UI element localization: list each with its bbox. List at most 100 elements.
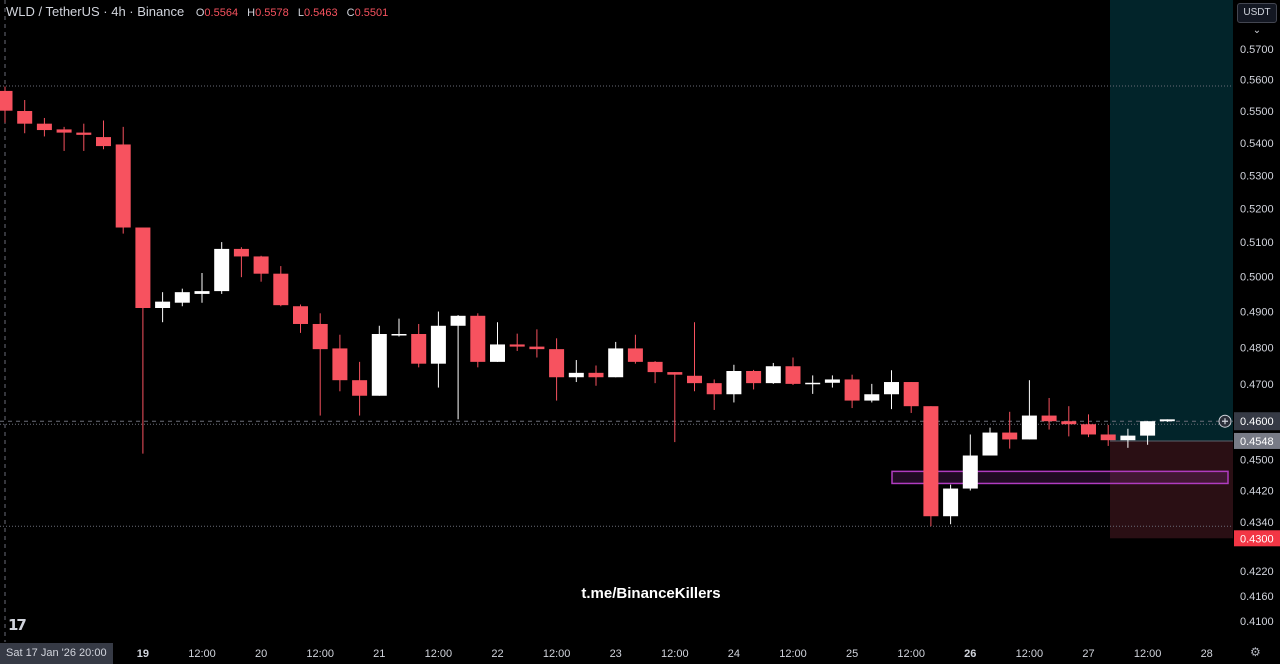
candle-body: [627, 348, 643, 362]
time-tick-label: 12:00: [661, 648, 689, 660]
candle-body: [1140, 421, 1156, 436]
close-value: 0.5501: [354, 7, 389, 19]
symbol-legend: WLD / TetherUS · 4h · Binance O0.5564 H0…: [6, 4, 394, 19]
price-tick-label: 0.5000: [1240, 271, 1274, 283]
stop-price-label: 0.4300: [1240, 533, 1274, 545]
time-tick-label: 12:00: [425, 648, 453, 660]
entry-price-label: 0.4548: [1240, 436, 1274, 448]
target-zone: [1110, 0, 1233, 441]
candle-body: [962, 455, 978, 489]
candle-body: [430, 325, 446, 364]
price-tick-label: 0.4500: [1240, 454, 1274, 466]
price-tick-label: 0.5200: [1240, 203, 1274, 215]
candle-body: [982, 432, 998, 456]
crosshair-price-bg: [1234, 412, 1280, 431]
plus-icon-glyph: [1222, 418, 1228, 425]
candle-body: [785, 366, 801, 384]
time-tick-label: 12:00: [779, 648, 807, 660]
price-tick-label: 0.4800: [1240, 342, 1274, 354]
time-tick-label: 12:00: [306, 648, 334, 660]
candle-body: [115, 144, 131, 228]
candle-body: [56, 129, 72, 133]
candle-body: [746, 371, 762, 384]
watermark-text: t.me/BinanceKillers: [581, 585, 721, 602]
candle-body: [0, 90, 13, 111]
candle-body: [253, 256, 269, 274]
candle-body: [943, 488, 959, 517]
time-tick-label: 23: [610, 648, 622, 660]
candle-body: [174, 292, 190, 303]
price-tick-label: 0.4160: [1240, 591, 1274, 603]
time-tick-label: 12:00: [543, 648, 571, 660]
gear-icon[interactable]: ⚙: [1250, 645, 1261, 659]
candle-body: [293, 306, 308, 324]
low-value: 0.5463: [303, 7, 338, 19]
candle-body: [332, 348, 348, 381]
candle-body: [194, 291, 210, 294]
price-tick-label: 0.5400: [1240, 138, 1274, 150]
crosshair-time-label: Sat 17 Jan '26 20:00: [0, 643, 113, 664]
price-tick-label: 0.5700: [1240, 44, 1274, 56]
time-tick-label: 12:00: [188, 648, 216, 660]
price-tick-label: 0.5100: [1240, 237, 1274, 249]
candle-body: [903, 382, 919, 407]
candle-body: [549, 349, 565, 378]
candle-body: [687, 375, 702, 384]
time-tick-label: 19: [137, 648, 149, 660]
time-tick-label: 22: [491, 648, 503, 660]
price-tick-label: 0.4420: [1240, 486, 1274, 498]
price-tick-label: 0.4900: [1240, 307, 1274, 319]
stop-price-bg: [1234, 530, 1280, 547]
tradingview-logo[interactable]: 𝟭𝟳: [8, 617, 27, 634]
price-tick-label: 0.4220: [1240, 566, 1274, 578]
candle-body: [411, 334, 427, 364]
time-tick-label: 24: [728, 648, 740, 660]
candle-body: [608, 348, 624, 378]
candle-body: [273, 273, 289, 306]
candle-body: [568, 372, 584, 378]
candle-body: [509, 344, 525, 347]
price-tick-label: 0.4340: [1240, 517, 1274, 529]
candle-body: [155, 301, 171, 308]
time-tick-label: 25: [846, 648, 858, 660]
price-tick-label: 0.5300: [1240, 170, 1274, 182]
candle-body: [1159, 419, 1175, 422]
candle-body: [805, 382, 821, 385]
candle-body: [312, 323, 328, 350]
price-tick-label: 0.5600: [1240, 75, 1274, 87]
candle-body: [371, 334, 387, 396]
candle-body: [96, 137, 111, 147]
high-value: 0.5578: [255, 7, 289, 19]
candle-body: [470, 315, 486, 362]
ohlc-values: O0.5564 H0.5578 L0.5463 C0.5501: [195, 7, 389, 19]
time-tick-label: 26: [964, 648, 976, 660]
time-tick-label: 27: [1082, 648, 1094, 660]
candle-body: [647, 361, 663, 373]
time-tick-label: 28: [1201, 648, 1213, 660]
entry-price-bg: [1234, 432, 1280, 449]
open-value: 0.5564: [204, 7, 239, 19]
candle-body: [1041, 415, 1057, 422]
candle-body: [588, 372, 604, 378]
price-tick-label: 0.4700: [1240, 379, 1274, 391]
candle-body: [1021, 415, 1037, 440]
candle-body: [1061, 421, 1077, 425]
candle-body: [490, 344, 505, 362]
symbol-title: WLD / TetherUS · 4h · Binance: [6, 4, 185, 19]
candle-body: [1120, 435, 1136, 441]
crosshair-price-label: 0.4600: [1240, 416, 1274, 428]
candle-body: [864, 394, 880, 401]
candle-body: [667, 372, 683, 375]
candle-body: [1081, 424, 1096, 435]
currency-dropdown[interactable]: USDT ⌄: [1237, 3, 1277, 36]
candle-body: [352, 380, 368, 396]
candle-body: [214, 248, 230, 292]
candle-body: [844, 379, 860, 401]
candle-body: [884, 382, 899, 395]
candle-body: [824, 379, 840, 383]
candle-body: [706, 383, 722, 395]
time-tick-label: 21: [373, 648, 385, 660]
time-tick-label: 12:00: [897, 648, 925, 660]
candle-body: [1100, 434, 1116, 441]
